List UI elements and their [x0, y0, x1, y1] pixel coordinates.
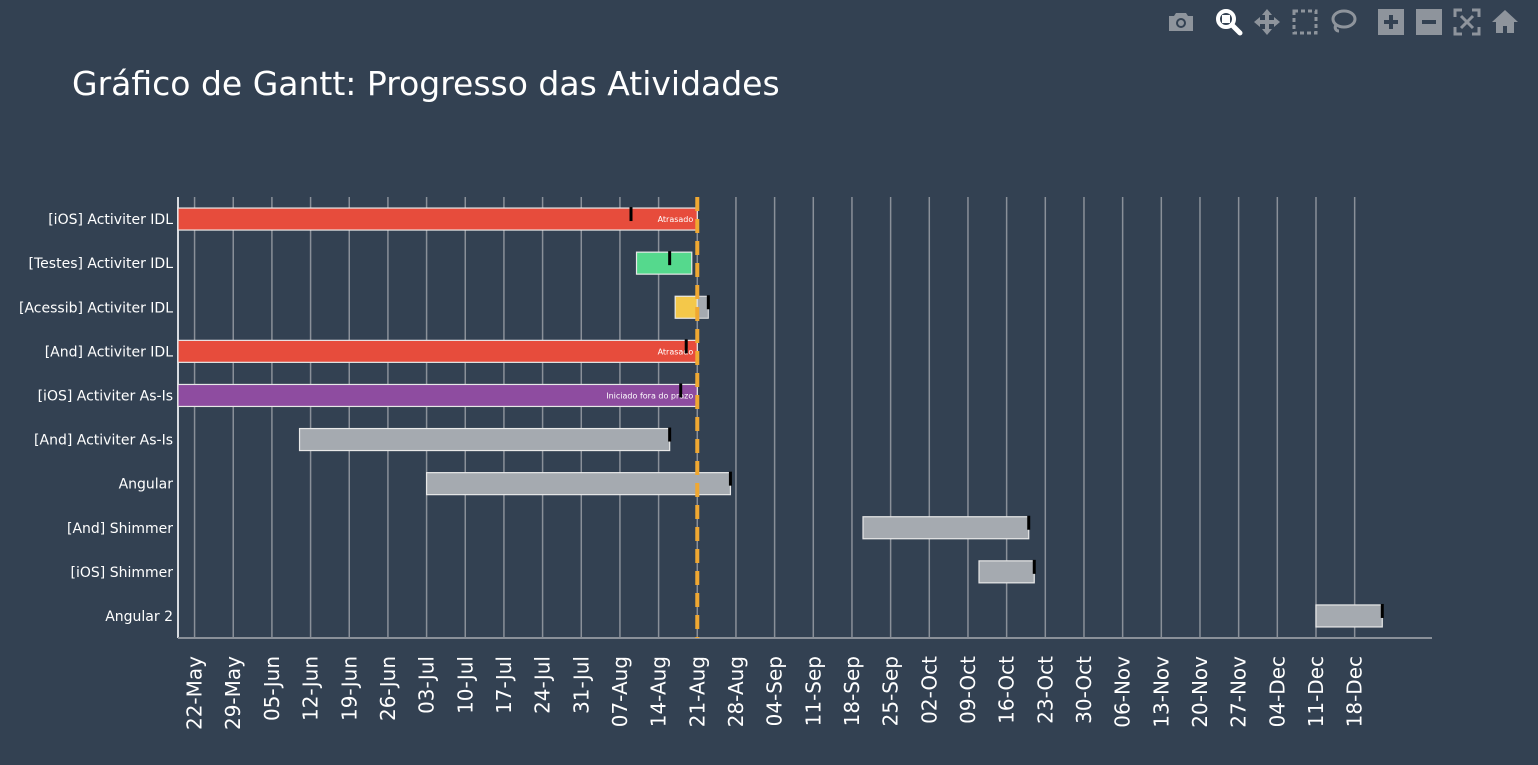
x-tick-label: 05-Jun: [260, 656, 284, 721]
x-tick-label: 14-Aug: [647, 656, 671, 727]
x-tick-label: 03-Jul: [415, 656, 439, 714]
autoscale-button[interactable]: [1448, 3, 1486, 41]
y-tick-label: [And] Activiter IDL: [45, 344, 174, 360]
bar-label: Atrasado: [658, 347, 694, 356]
reset-axes-button[interactable]: [1486, 3, 1524, 41]
x-tick-label: 10-Jul: [453, 656, 477, 714]
y-tick-label: [And] Activiter As-Is: [34, 433, 173, 449]
modebar: [1162, 2, 1524, 42]
zoom-in-icon: [1378, 9, 1404, 35]
x-tick-label: 19-Jun: [337, 656, 361, 721]
x-tick-label: 25-Sep: [879, 656, 903, 726]
x-tick-label: 26-Jun: [376, 656, 400, 721]
x-tick-label: 27-Nov: [1227, 656, 1251, 728]
download-plot-button[interactable]: [1162, 3, 1200, 41]
pan-button[interactable]: [1248, 3, 1286, 41]
x-tick-label: 13-Nov: [1149, 656, 1173, 728]
lasso-select-button[interactable]: [1324, 3, 1362, 41]
x-tick-label: 07-Aug: [608, 656, 632, 727]
zoom-out-button[interactable]: [1410, 3, 1448, 41]
home-icon: [1492, 10, 1518, 33]
x-tick-label: 30-Oct: [1072, 656, 1096, 724]
y-tick-label: [And] Shimmer: [67, 521, 173, 537]
x-tick-label: 28-Aug: [724, 656, 748, 727]
box-select-button[interactable]: [1286, 3, 1324, 41]
x-tick-label: 11-Dec: [1304, 656, 1328, 727]
zoom-button[interactable]: [1210, 3, 1248, 41]
gantt-bar[interactable]: [425, 472, 732, 496]
bar-label: Atrasado: [658, 215, 694, 224]
y-tick-label: [iOS] Shimmer: [71, 565, 174, 581]
x-tick-label: 12-Jun: [299, 656, 323, 721]
x-tick-label: 17-Jul: [492, 656, 516, 714]
x-tick-label: 29-May: [221, 656, 245, 730]
x-tick-label: 06-Nov: [1111, 656, 1135, 728]
zoom-icon: [1216, 9, 1243, 36]
y-tick-label: [iOS] Activiter IDL: [48, 212, 173, 228]
y-tick-label: [iOS] Activiter As-Is: [38, 388, 173, 404]
y-tick-label: Angular 2: [105, 609, 173, 625]
gantt-bar[interactable]: [674, 295, 698, 319]
lasso-select-icon: [1331, 9, 1357, 33]
zoom-in-button[interactable]: [1372, 3, 1410, 41]
x-tick-label: 18-Dec: [1343, 656, 1367, 727]
gantt-bar[interactable]: [298, 427, 671, 452]
y-tick-label: [Acessib] Activiter IDL: [19, 300, 173, 316]
x-tick-label: 31-Jul: [569, 656, 593, 714]
gantt-bar[interactable]: [177, 207, 698, 231]
x-tick-label: 04-Dec: [1265, 656, 1289, 727]
gantt-bar[interactable]: [635, 251, 693, 275]
y-tick-label: Angular: [119, 477, 174, 493]
gantt-bar[interactable]: [1315, 604, 1383, 628]
x-tick-label: 16-Oct: [995, 656, 1019, 724]
x-tick-label: 09-Oct: [956, 656, 980, 724]
x-tick-label: 04-Sep: [763, 656, 787, 726]
box-select-icon: [1292, 9, 1318, 35]
x-tick-label: 18-Sep: [840, 656, 864, 726]
gantt-bar[interactable]: [978, 560, 1035, 584]
x-tick-label: 22-May: [183, 656, 207, 730]
gantt-bar[interactable]: [862, 516, 1030, 540]
pan-icon: [1254, 9, 1280, 35]
bar-label: Iniciado fora do prazo: [606, 391, 693, 400]
autoscale-icon: [1453, 8, 1481, 36]
zoom-out-icon: [1416, 9, 1442, 35]
camera-icon: [1169, 13, 1193, 31]
chart-title: Gráfico de Gantt: Progresso das Atividad…: [72, 64, 780, 103]
x-tick-label: 02-Oct: [917, 656, 941, 724]
x-tick-label: 11-Sep: [801, 656, 825, 726]
y-tick-label: [Testes] Activiter IDL: [29, 256, 174, 272]
x-tick-label: 23-Oct: [1033, 656, 1057, 724]
gantt-bar[interactable]: [177, 339, 698, 363]
x-tick-label: 20-Nov: [1188, 656, 1212, 728]
x-tick-label: 24-Jul: [531, 656, 555, 714]
x-tick-label: 21-Aug: [685, 656, 709, 727]
